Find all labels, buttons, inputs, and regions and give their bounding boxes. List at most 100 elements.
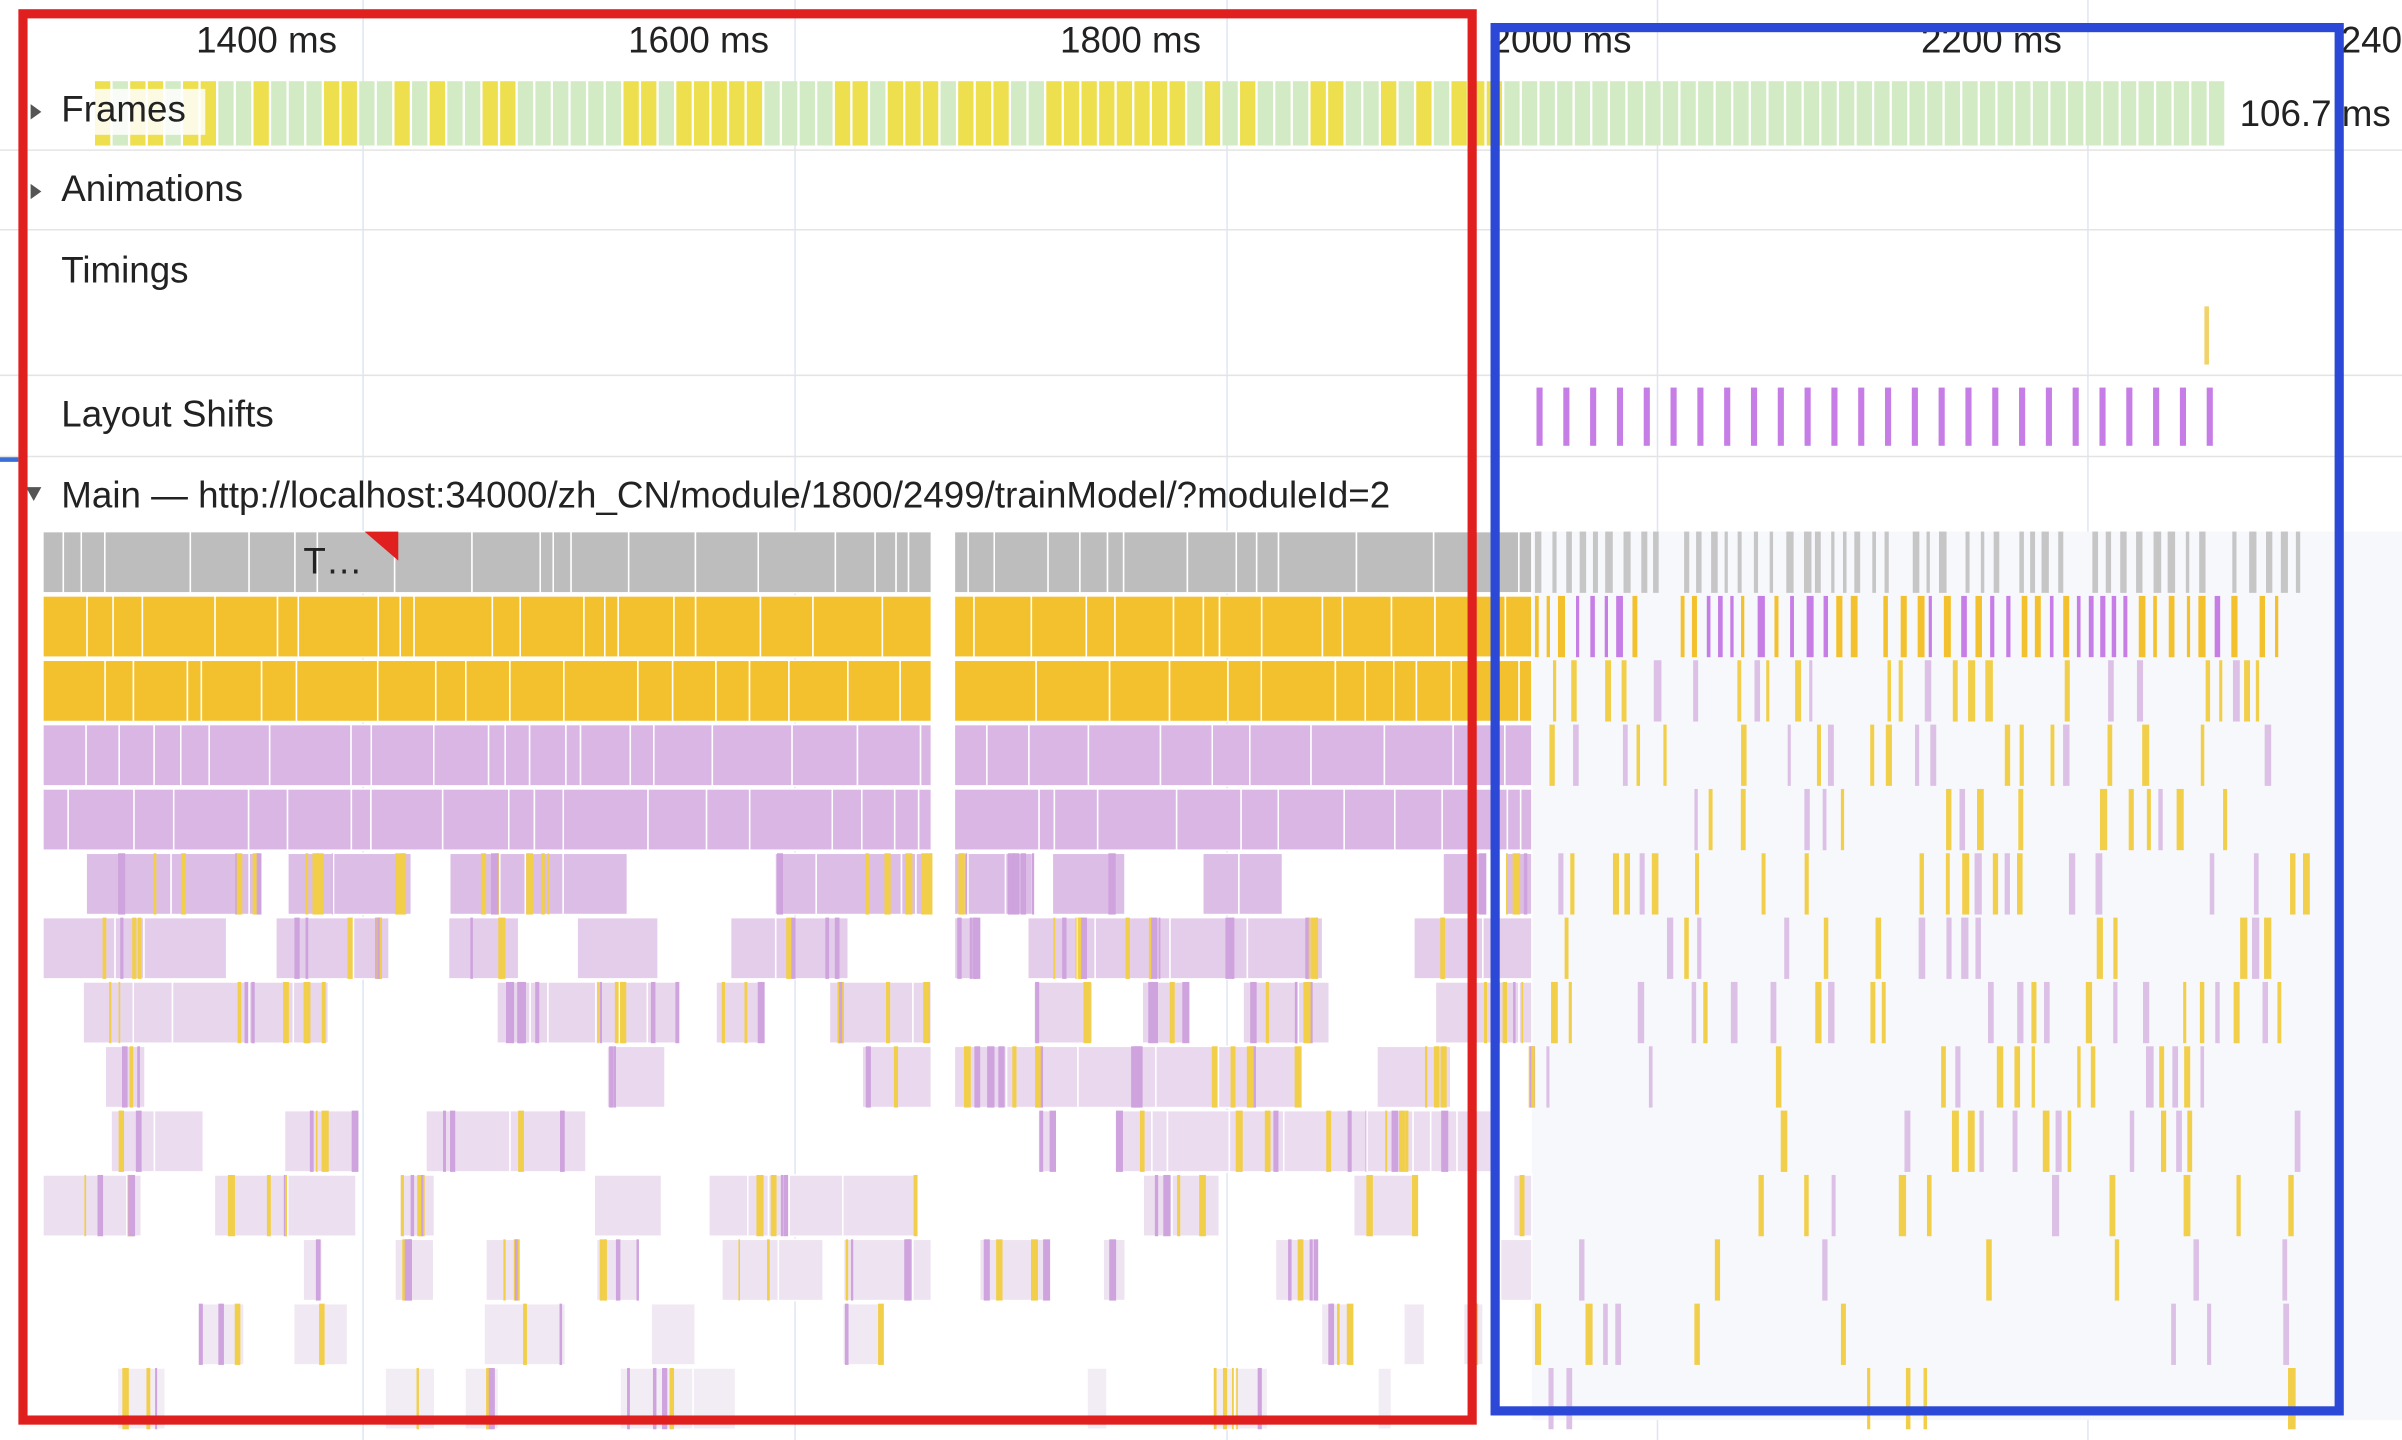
- flame-block: [627, 530, 697, 594]
- flame-block: [842, 1174, 918, 1238]
- flame-sliver: [1557, 595, 1566, 658]
- frame: [500, 81, 516, 146]
- flame-sliver: [1923, 1367, 1928, 1430]
- flame-sliver: [153, 853, 157, 915]
- flame-sliver: [517, 981, 524, 1044]
- frame: [1416, 81, 1432, 146]
- flame-sliver: [1968, 660, 1976, 722]
- frame: [1874, 81, 1890, 146]
- flame-sliver: [1804, 788, 1810, 851]
- flame-block: [297, 595, 380, 658]
- flame-sliver: [1552, 660, 1557, 722]
- flame-block: [287, 852, 335, 916]
- flame-sliver: [2282, 1239, 2288, 1301]
- flame-sliver: [2041, 531, 2049, 593]
- flame-sliver: [1346, 1303, 1354, 1365]
- flame-block: [694, 530, 760, 594]
- flame-block: [1518, 981, 1533, 1044]
- flame-sliver: [838, 981, 843, 1044]
- flame-sliver: [905, 853, 913, 915]
- frame: [1310, 81, 1326, 146]
- flame-sliver: [1605, 660, 1612, 722]
- flame-block: [576, 916, 659, 980]
- flame-block: [831, 788, 863, 851]
- track-label[interactable]: Animations: [61, 168, 243, 209]
- flame-block: [671, 659, 717, 723]
- flame-sliver: [1230, 1046, 1236, 1108]
- flame-block: [629, 723, 655, 787]
- flame-block: [1186, 530, 1238, 594]
- flame-sliver: [2167, 531, 2176, 593]
- frame: [1240, 81, 1256, 146]
- flame-sliver: [1914, 724, 1920, 786]
- flame-sliver: [252, 853, 257, 915]
- flame-block: [1412, 1109, 1432, 1173]
- flame-sliver: [1624, 853, 1631, 915]
- flame-sliver: [237, 981, 242, 1044]
- flame-sliver: [1900, 595, 1907, 658]
- flame-sliver: [480, 853, 487, 915]
- flame-sliver: [512, 981, 515, 1044]
- flame-sliver: [2108, 660, 2114, 722]
- flame-sliver: [2063, 595, 2070, 658]
- frame: [2015, 81, 2031, 146]
- flame-block: [487, 723, 506, 787]
- flame-sliver: [2253, 853, 2259, 915]
- flame-block: [563, 659, 639, 723]
- frame: [271, 81, 287, 146]
- flame-block: [1355, 530, 1435, 594]
- flame-sliver: [1546, 1046, 1550, 1108]
- expand-arrow[interactable]: [30, 183, 42, 200]
- flame-block: [86, 595, 114, 658]
- flame-sliver: [315, 1239, 321, 1301]
- track-label[interactable]: Timings: [61, 249, 188, 290]
- flame-sliver: [2052, 1174, 2060, 1237]
- flame-sliver: [2200, 1046, 2205, 1108]
- frame: [1328, 81, 1344, 146]
- flame-sliver: [1199, 1174, 1206, 1237]
- flame-block: [287, 1174, 357, 1238]
- flame-sliver: [837, 981, 840, 1044]
- flame-block: [1151, 1109, 1169, 1173]
- flame-block: [721, 1238, 780, 1302]
- frame: [1979, 81, 1996, 146]
- flame-sliver: [1992, 853, 1999, 915]
- track-label[interactable]: Frames: [61, 89, 186, 130]
- flame-sliver: [514, 1239, 518, 1301]
- flame-sliver: [1573, 724, 1579, 786]
- frame: [1081, 81, 1097, 146]
- flame-sliver: [1139, 1110, 1145, 1172]
- flame-sliver: [1528, 1046, 1531, 1108]
- frame: [1680, 81, 1696, 146]
- flame-sliver: [244, 981, 252, 1044]
- flame-sliver: [2004, 724, 2011, 786]
- flame-sliver: [1158, 917, 1161, 979]
- flame-block: [1341, 595, 1393, 658]
- flame-sliver: [2123, 595, 2128, 658]
- flame-block: [653, 723, 714, 787]
- flame-sliver: [146, 1367, 151, 1430]
- track-label[interactable]: Layout Shifts: [61, 393, 273, 434]
- flame-sliver: [1822, 788, 1827, 851]
- flame-sliver: [137, 1046, 140, 1108]
- flame-sliver: [2161, 1110, 2167, 1172]
- flame-block: [1506, 788, 1522, 851]
- flame-block: [143, 916, 228, 980]
- flame-block: [1518, 530, 1533, 594]
- flame-sliver: [1222, 1367, 1228, 1430]
- expand-arrow[interactable]: [30, 104, 42, 120]
- flame-block: [1085, 595, 1116, 658]
- track-label[interactable]: Main — http://localhost:34000/zh_CN/modu…: [61, 475, 1390, 516]
- flame-sliver: [1294, 1046, 1302, 1108]
- frame: [1521, 81, 1538, 146]
- flame-sliver: [1918, 917, 1926, 979]
- flame-sliver: [786, 917, 792, 979]
- flame-sliver: [155, 1367, 158, 1430]
- task-label[interactable]: T…: [303, 540, 362, 581]
- flame-sliver: [2171, 1303, 2176, 1365]
- collapse-arrow[interactable]: [26, 487, 42, 501]
- flame-sliver: [1007, 853, 1015, 915]
- flame-sliver: [2240, 917, 2248, 979]
- flame-sliver: [498, 917, 506, 979]
- frame: [764, 81, 780, 146]
